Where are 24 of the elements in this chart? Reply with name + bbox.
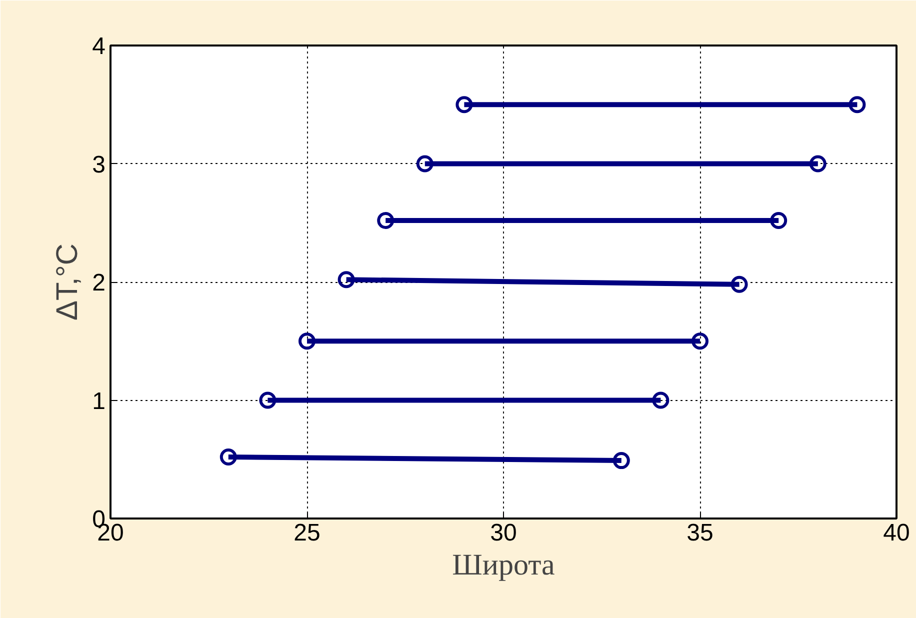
point (809, 155, 826, 172)
point (692, 332, 708, 350)
y-axis-title: ΔT,°C (51, 243, 84, 321)
y-tick-label: 3 (92, 151, 106, 178)
x-tick-label: 30 (490, 520, 517, 546)
point (338, 271, 355, 288)
point (456, 96, 473, 114)
point (612, 452, 630, 470)
point (377, 212, 394, 229)
y-tick-label: 1 (92, 388, 106, 415)
x-tick-label: 35 (686, 520, 714, 546)
point (652, 392, 670, 409)
point (416, 155, 434, 172)
x-tick-label: 40 (883, 520, 910, 546)
point (730, 276, 748, 293)
x-tick-label: 25 (294, 520, 320, 546)
point (848, 96, 866, 114)
point (259, 392, 276, 409)
x-axis-title: Широта (452, 548, 555, 582)
point (220, 448, 237, 466)
y-tick-label: 2 (92, 270, 106, 296)
point (298, 332, 316, 350)
point (770, 212, 788, 229)
y-tick-label: 4 (92, 33, 106, 60)
